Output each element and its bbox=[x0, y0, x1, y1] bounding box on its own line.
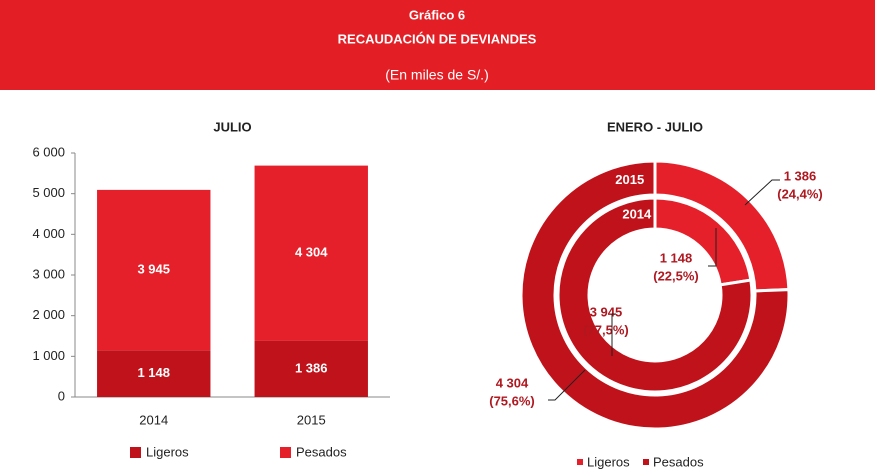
leader-line bbox=[708, 228, 717, 267]
bar-segment bbox=[254, 340, 368, 397]
legend-label: Pesados bbox=[296, 444, 347, 459]
percent-label: (77,5%) bbox=[583, 322, 629, 337]
ring-label: 2014 bbox=[622, 207, 652, 222]
percent-label: (22,5%) bbox=[653, 268, 699, 283]
legend-label: Ligeros bbox=[146, 444, 189, 459]
leader-line bbox=[744, 179, 780, 206]
value-label: 1 148 bbox=[137, 365, 170, 380]
legend-swatch bbox=[280, 447, 291, 458]
x-tick-label: 2014 bbox=[139, 412, 168, 427]
donut-slice bbox=[556, 196, 754, 394]
x-tick-label: 2015 bbox=[297, 412, 326, 427]
y-tick-label: 5 000 bbox=[32, 185, 65, 200]
bar-segment bbox=[254, 165, 368, 341]
value-label: 1 386 bbox=[784, 168, 817, 183]
legend-swatch bbox=[643, 459, 649, 465]
bar-segment bbox=[97, 189, 211, 351]
percent-label: (75,6%) bbox=[489, 393, 535, 408]
value-label: 3 945 bbox=[137, 262, 170, 277]
y-tick-label: 0 bbox=[58, 388, 65, 403]
y-tick-label: 6 000 bbox=[32, 144, 65, 159]
y-tick-label: 3 000 bbox=[32, 266, 65, 281]
y-tick-label: 1 000 bbox=[32, 348, 65, 363]
header-title: RECAUDACIÓN DE DEVIANDES bbox=[338, 31, 537, 46]
leader-line bbox=[548, 369, 586, 401]
legend-swatch bbox=[130, 447, 141, 458]
header-band bbox=[0, 0, 875, 90]
y-tick-label: 2 000 bbox=[32, 307, 65, 322]
legend-label: Ligeros bbox=[587, 454, 630, 469]
chart-title: JULIO bbox=[213, 119, 251, 134]
header-label: Gráfico 6 bbox=[409, 7, 465, 22]
value-label: 4 304 bbox=[496, 375, 529, 390]
y-tick-label: 4 000 bbox=[32, 226, 65, 241]
bar-segment bbox=[97, 350, 211, 397]
ring-label: 2015 bbox=[615, 172, 644, 187]
donut-slice bbox=[519, 159, 791, 431]
value-label: 1 386 bbox=[295, 360, 328, 375]
chart-title: ENERO - JULIO bbox=[607, 119, 703, 134]
value-label: 4 304 bbox=[295, 245, 328, 260]
value-label: 1 148 bbox=[660, 250, 693, 265]
legend-label: Pesados bbox=[653, 454, 704, 469]
leader-line bbox=[611, 313, 616, 356]
header-subtitle: (En miles de S/.) bbox=[385, 67, 488, 83]
legend-swatch bbox=[577, 459, 583, 465]
percent-label: (24,4%) bbox=[777, 186, 823, 201]
value-label: 3 945 bbox=[590, 304, 623, 319]
